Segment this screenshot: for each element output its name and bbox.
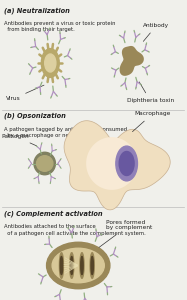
Text: Pores formed
by complement: Pores formed by complement <box>99 220 152 247</box>
Circle shape <box>41 49 59 77</box>
Text: Diphtheria toxin: Diphtheria toxin <box>127 82 174 103</box>
Text: Antibodies attached to the surface
  of a pathogen cell activate the complement : Antibodies attached to the surface of a … <box>4 224 145 236</box>
Ellipse shape <box>52 248 104 283</box>
Ellipse shape <box>59 253 64 278</box>
Text: Pathogen: Pathogen <box>2 134 37 146</box>
Polygon shape <box>64 121 170 210</box>
Polygon shape <box>86 137 137 190</box>
Circle shape <box>45 54 56 72</box>
Ellipse shape <box>60 256 63 274</box>
Ellipse shape <box>70 256 73 274</box>
Text: Virus: Virus <box>6 85 44 101</box>
Text: (a) Neutralization: (a) Neutralization <box>4 8 70 14</box>
Text: Antibody: Antibody <box>143 23 170 41</box>
Polygon shape <box>120 46 144 76</box>
Text: Macrophage: Macrophage <box>132 112 171 132</box>
Ellipse shape <box>36 156 53 171</box>
Ellipse shape <box>47 242 110 289</box>
Ellipse shape <box>91 256 93 274</box>
Text: Antibodies prevent a virus or toxic protein
  from binding their target.: Antibodies prevent a virus or toxic prot… <box>4 21 115 32</box>
Text: (b) Opsonization: (b) Opsonization <box>4 112 66 119</box>
Ellipse shape <box>81 256 83 274</box>
Text: (c) Complement activation: (c) Complement activation <box>4 210 102 217</box>
Ellipse shape <box>90 253 94 278</box>
Circle shape <box>119 152 134 176</box>
Ellipse shape <box>70 253 74 278</box>
Text: A pathogen tagged by antibodies is consumed
  by a macrophage or neutrophil.: A pathogen tagged by antibodies is consu… <box>4 127 127 138</box>
Ellipse shape <box>80 253 84 278</box>
Ellipse shape <box>34 152 55 175</box>
Circle shape <box>116 146 137 181</box>
